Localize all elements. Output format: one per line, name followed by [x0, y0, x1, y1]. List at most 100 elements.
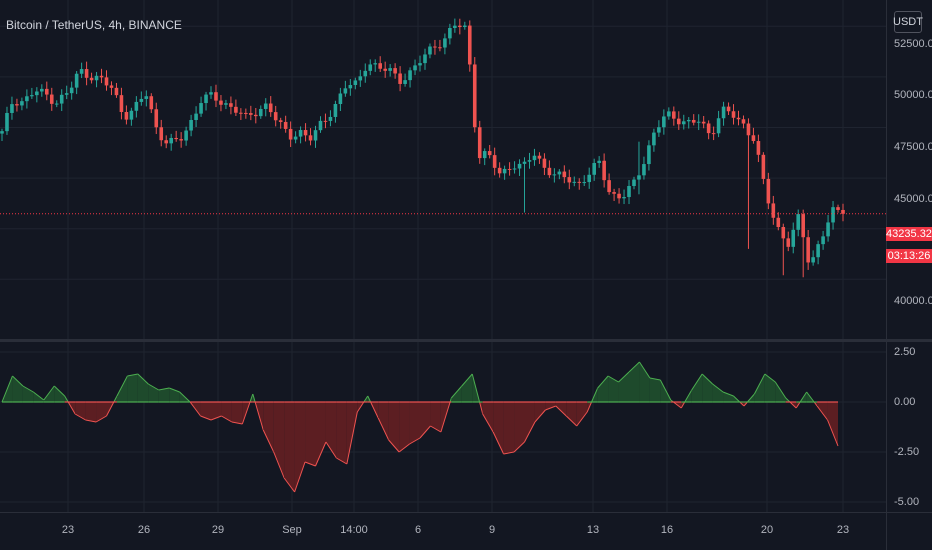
candle-body — [328, 116, 333, 121]
osc-positive-area — [618, 372, 629, 402]
osc-line — [370, 401, 379, 419]
bar-countdown: 03:13:26 — [887, 250, 931, 262]
candle-body — [433, 46, 437, 48]
osc-negative-area — [817, 402, 828, 420]
candle-body — [129, 110, 134, 120]
osc-line — [764, 373, 776, 383]
candle-body — [134, 101, 139, 111]
osc-negative-area — [566, 402, 577, 426]
candle-body — [801, 214, 805, 238]
candle-body — [428, 46, 432, 55]
osc-line — [816, 405, 828, 421]
osc-negative-area — [514, 402, 525, 452]
currency-button[interactable]: USDT — [893, 11, 923, 33]
osc-line — [336, 457, 348, 465]
osc-line — [262, 429, 275, 453]
candle-body — [443, 38, 447, 48]
osc-line — [1, 375, 13, 403]
osc-negative-area — [493, 402, 504, 454]
candle-body — [214, 92, 218, 101]
osc-positive-area — [22, 386, 34, 402]
candle-body — [756, 141, 761, 155]
y-tick-label: 52500.00 — [894, 38, 932, 50]
candle-body — [751, 135, 756, 142]
osc-line — [471, 373, 481, 403]
osc-line — [356, 401, 365, 413]
candle-body — [403, 80, 407, 84]
osc-line — [64, 395, 69, 403]
osc-positive-area — [12, 376, 23, 402]
candle-body — [189, 119, 193, 131]
candle-body — [776, 217, 781, 228]
candle-body — [632, 179, 636, 186]
candle-body — [124, 112, 129, 120]
candle-body — [467, 25, 472, 65]
candle-body — [487, 151, 492, 156]
candle-body — [179, 139, 183, 141]
osc-line — [95, 415, 107, 423]
x-tick-label: Sep — [282, 524, 302, 536]
last-price-value: 43235.32 — [886, 228, 932, 240]
y-tick-label: -5.00 — [894, 496, 920, 508]
candle-body — [567, 177, 572, 183]
osc-line — [22, 385, 34, 393]
candle-body — [746, 123, 751, 136]
osc-negative-area — [576, 402, 588, 426]
candle-body — [642, 164, 646, 176]
candle-body — [393, 68, 397, 74]
osc-line — [116, 375, 128, 397]
osc-line — [701, 373, 713, 385]
candle-body — [711, 133, 716, 135]
osc-line — [241, 401, 251, 425]
osc-negative-area — [545, 402, 556, 410]
candle-body — [826, 222, 830, 237]
candle-body — [572, 181, 577, 183]
y-tick-label: 40000.00 — [894, 295, 932, 307]
osc-line — [789, 401, 797, 409]
x-tick-label: 26 — [137, 524, 151, 536]
osc-line — [747, 393, 755, 403]
candle-body — [353, 80, 358, 86]
osc-line — [628, 361, 640, 373]
candle-body — [477, 127, 482, 159]
osc-line — [684, 389, 693, 403]
osc-line — [67, 401, 76, 415]
interval-label: 4h — [108, 18, 122, 32]
candle-body — [786, 238, 791, 247]
candle-body — [512, 168, 517, 170]
osc-negative-area — [294, 402, 306, 492]
osc-line — [673, 401, 682, 409]
candle-body — [363, 70, 368, 77]
candle-body — [40, 88, 44, 92]
candle-body — [592, 163, 596, 175]
osc-positive-area — [451, 386, 462, 402]
osc-negative-area — [75, 402, 86, 420]
x-tick-label: 23 — [836, 524, 850, 536]
osc-line — [221, 415, 233, 423]
osc-positive-area — [608, 376, 619, 402]
osc-line — [254, 401, 264, 431]
x-tick-label: 6 — [414, 524, 422, 536]
candle-body — [796, 214, 801, 230]
candle-body — [741, 119, 746, 124]
candle-body — [358, 76, 363, 81]
candle-body — [219, 100, 223, 105]
osc-line — [158, 387, 170, 391]
osc-negative-area — [503, 402, 515, 454]
candle-body — [726, 106, 731, 112]
osc-negative-area — [378, 402, 389, 440]
y-tick-label: -2.50 — [894, 446, 920, 458]
candle-body — [398, 73, 402, 84]
candle-body — [30, 95, 34, 97]
candle-body — [602, 160, 606, 181]
candle-body — [258, 108, 263, 117]
candle-body — [522, 161, 527, 164]
candle-body — [557, 171, 562, 175]
osc-line — [659, 379, 672, 401]
candle-body — [438, 47, 442, 49]
candle-body — [761, 154, 766, 179]
candle-body — [507, 168, 512, 170]
candle-body — [552, 174, 557, 176]
exchange-label: BINANCE — [128, 18, 182, 32]
